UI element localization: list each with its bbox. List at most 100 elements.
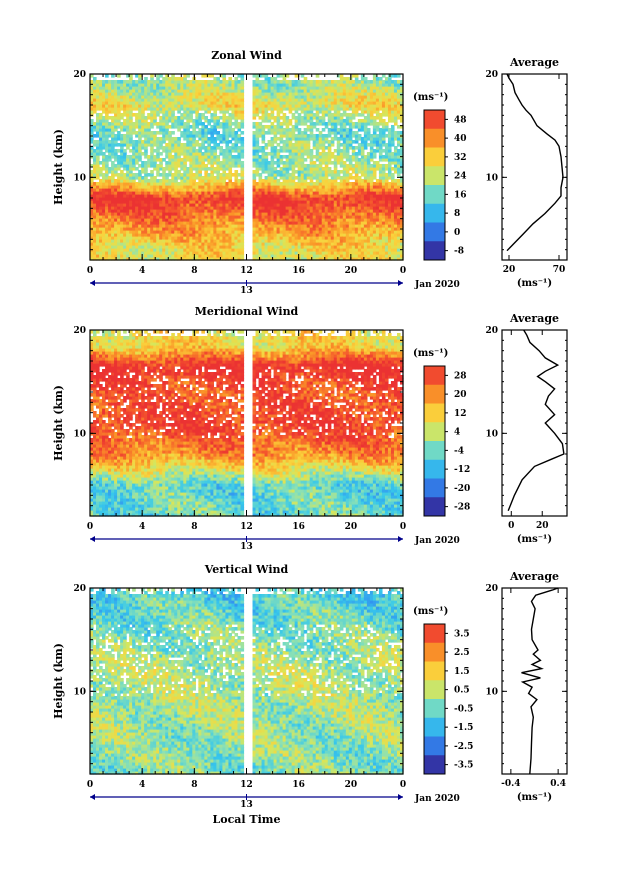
average-x-tick-label: 0 <box>508 521 514 531</box>
colorbar-band <box>424 661 445 681</box>
colorbar-tick-label: 3.5 <box>454 629 470 639</box>
y-axis-label: Height (km) <box>52 643 65 719</box>
colorbar-tick-label: 40 <box>454 134 467 144</box>
colorbar-tick-label: -2.5 <box>454 742 473 752</box>
colorbar-tick-label: 16 <box>454 190 467 200</box>
heatmap-cells <box>90 330 404 517</box>
panel-1: Meridional Wind 0 4 8 12 16 20 0 10 20 Height (km)… <box>52 305 568 552</box>
heatmap-cells <box>90 588 404 775</box>
colorbar-tick-label: 0.5 <box>454 686 470 696</box>
panel-2: Vertical Wind 0 4 8 12 16 20 0 10 20 Height (km) 13… <box>52 563 568 810</box>
x-tick-label: 0 <box>87 780 93 790</box>
date-axis-arrow <box>90 794 95 800</box>
colorbar-band <box>424 185 445 205</box>
colorbar-band <box>424 147 445 167</box>
chart-title: Vertical Wind <box>204 563 289 576</box>
y-tick-label: 10 <box>73 429 86 439</box>
average-title: Average <box>509 312 559 325</box>
colorbar-band <box>424 459 445 479</box>
average-y-tick-label: 20 <box>485 70 498 80</box>
colorbar-tick-label: 20 <box>454 390 467 400</box>
colorbar-tick-label: -28 <box>454 503 470 513</box>
colorbar-band <box>424 642 445 662</box>
colorbar-band <box>424 241 445 261</box>
date-axis-arrow <box>398 794 403 800</box>
colorbar-unit: (ms⁻¹) <box>413 606 448 617</box>
heatmap-cells <box>90 74 404 261</box>
y-axis-label: Height (km) <box>52 385 65 461</box>
colorbar-band <box>424 755 445 775</box>
y-tick-label: 20 <box>73 584 86 594</box>
colorbar-band <box>424 166 445 186</box>
x-tick-label: 20 <box>345 522 358 532</box>
colorbar-unit: (ms⁻¹) <box>413 92 448 103</box>
date-axis-arrow <box>398 536 403 542</box>
colorbar-tick-label: -12 <box>454 465 470 475</box>
colorbar-tick-label: 24 <box>454 172 467 182</box>
colorbar-band <box>424 403 445 423</box>
colorbar-band <box>424 422 445 442</box>
colorbar-tick-label: -1.5 <box>454 723 473 733</box>
average-title: Average <box>509 56 559 69</box>
colorbar-tick-label: 4 <box>454 428 460 438</box>
colorbar-unit: (ms⁻¹) <box>413 348 448 359</box>
x-tick-label: 12 <box>240 780 253 790</box>
y-tick-label: 20 <box>73 70 86 80</box>
x-tick-label: 16 <box>292 522 305 532</box>
colorbar-band <box>424 128 445 148</box>
average-frame <box>501 329 568 517</box>
x-tick-label: 0 <box>87 522 93 532</box>
colorbar-band <box>424 110 445 130</box>
x-tick-label: 4 <box>139 780 145 790</box>
x-tick-label: 8 <box>191 780 197 790</box>
x-tick-label: 12 <box>240 522 253 532</box>
average-y-tick-label: 10 <box>485 687 498 697</box>
average-y-tick-label: 10 <box>485 429 498 439</box>
average-profile-line <box>507 329 565 512</box>
colorbar-tick-label: 28 <box>454 371 467 381</box>
average-title: Average <box>509 570 559 583</box>
average-y-tick-label: 20 <box>485 326 498 336</box>
x-tick-label: 4 <box>139 522 145 532</box>
average-y-tick-label: 20 <box>485 584 498 594</box>
date-axis-arrow <box>398 280 403 286</box>
y-axis-label: Height (km) <box>52 129 65 205</box>
date-label: Jan 2020 <box>414 280 460 290</box>
x-tick-label: 12 <box>240 266 253 276</box>
date-label: Jan 2020 <box>414 794 460 804</box>
chart-title: Meridional Wind <box>195 305 299 318</box>
date-axis-arrow <box>90 536 95 542</box>
x-tick-label: 0 <box>400 522 406 532</box>
average-y-tick-label: 10 <box>485 173 498 183</box>
x-tick-label: 0 <box>400 780 406 790</box>
x-tick-label: 8 <box>191 266 197 276</box>
x-tick-label: 0 <box>87 266 93 276</box>
y-tick-label: 10 <box>73 687 86 697</box>
colorbar-band <box>424 384 445 404</box>
chart-title: Zonal Wind <box>211 49 282 62</box>
colorbar-band <box>424 717 445 737</box>
colorbar-tick-label: -20 <box>454 484 470 494</box>
colorbar-band <box>424 736 445 756</box>
date-axis-arrow <box>90 280 95 286</box>
colorbar-tick-label: 2.5 <box>454 648 470 658</box>
x-tick-label: 4 <box>139 266 145 276</box>
average-unit: (ms⁻¹) <box>517 278 552 289</box>
x-tick-label: 20 <box>345 780 358 790</box>
x-tick-label: 16 <box>292 266 305 276</box>
x-tick-label: 8 <box>191 522 197 532</box>
colorbar-band <box>424 699 445 719</box>
x-tick-label: 16 <box>292 780 305 790</box>
date-tick-label: 13 <box>240 542 253 552</box>
colorbar-band <box>424 680 445 700</box>
colorbar-tick-label: 48 <box>454 115 467 125</box>
date-label: Jan 2020 <box>414 536 460 546</box>
colorbar-tick-label: 12 <box>454 409 467 419</box>
colorbar-band <box>424 441 445 461</box>
average-x-tick-label: 70 <box>553 265 566 275</box>
colorbar-band <box>424 497 445 517</box>
colorbar-tick-label: -8 <box>454 247 464 257</box>
colorbar-tick-label: 32 <box>454 153 467 163</box>
x-tick-label: 20 <box>345 266 358 276</box>
